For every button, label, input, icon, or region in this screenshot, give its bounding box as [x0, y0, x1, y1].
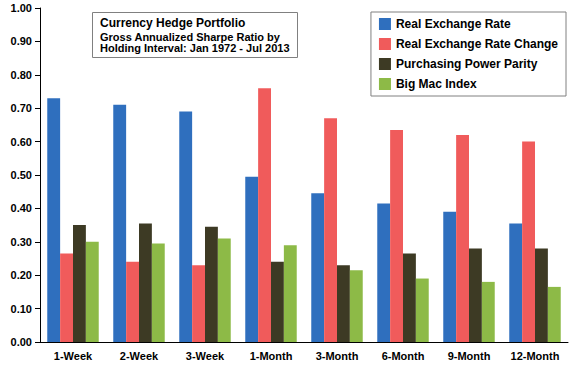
svg-text:1-Week: 1-Week — [54, 350, 93, 362]
svg-text:0.80: 0.80 — [11, 69, 32, 81]
svg-text:Gross Annualized Sharpe Ratio: Gross Annualized Sharpe Ratio by — [100, 30, 283, 43]
svg-text:Holding Interval: Jan 1972 - J: Holding Interval: Jan 1972 - Jul 2013 — [100, 42, 290, 54]
svg-text:Big Mac Index: Big Mac Index — [396, 77, 477, 91]
svg-text:1-Month: 1-Month — [250, 350, 293, 362]
svg-text:Real Exchange Rate: Real Exchange Rate — [396, 17, 511, 31]
svg-text:Purchasing Power Parity: Purchasing Power Parity — [396, 57, 538, 71]
svg-text:3-Month: 3-Month — [316, 350, 359, 362]
svg-text:0.00: 0.00 — [11, 336, 32, 348]
svg-text:0.60: 0.60 — [11, 136, 32, 148]
svg-text:9-Month: 9-Month — [448, 350, 491, 362]
svg-text:0.10: 0.10 — [11, 303, 32, 315]
svg-text:0.50: 0.50 — [11, 169, 32, 181]
svg-text:0.20: 0.20 — [11, 269, 32, 281]
svg-text:1.00: 1.00 — [11, 2, 32, 14]
svg-text:0.40: 0.40 — [11, 202, 32, 214]
svg-text:Currency Hedge Portfolio: Currency Hedge Portfolio — [100, 16, 245, 30]
svg-text:0.30: 0.30 — [11, 236, 32, 248]
svg-text:Real Exchange Rate Change: Real Exchange Rate Change — [396, 37, 558, 51]
svg-text:0.70: 0.70 — [11, 102, 32, 114]
svg-text:12-Month: 12-Month — [511, 350, 560, 362]
svg-text:3-Week: 3-Week — [186, 350, 225, 362]
svg-text:6-Month: 6-Month — [382, 350, 425, 362]
svg-text:0.90: 0.90 — [11, 35, 32, 47]
svg-text:2-Week: 2-Week — [120, 350, 159, 362]
